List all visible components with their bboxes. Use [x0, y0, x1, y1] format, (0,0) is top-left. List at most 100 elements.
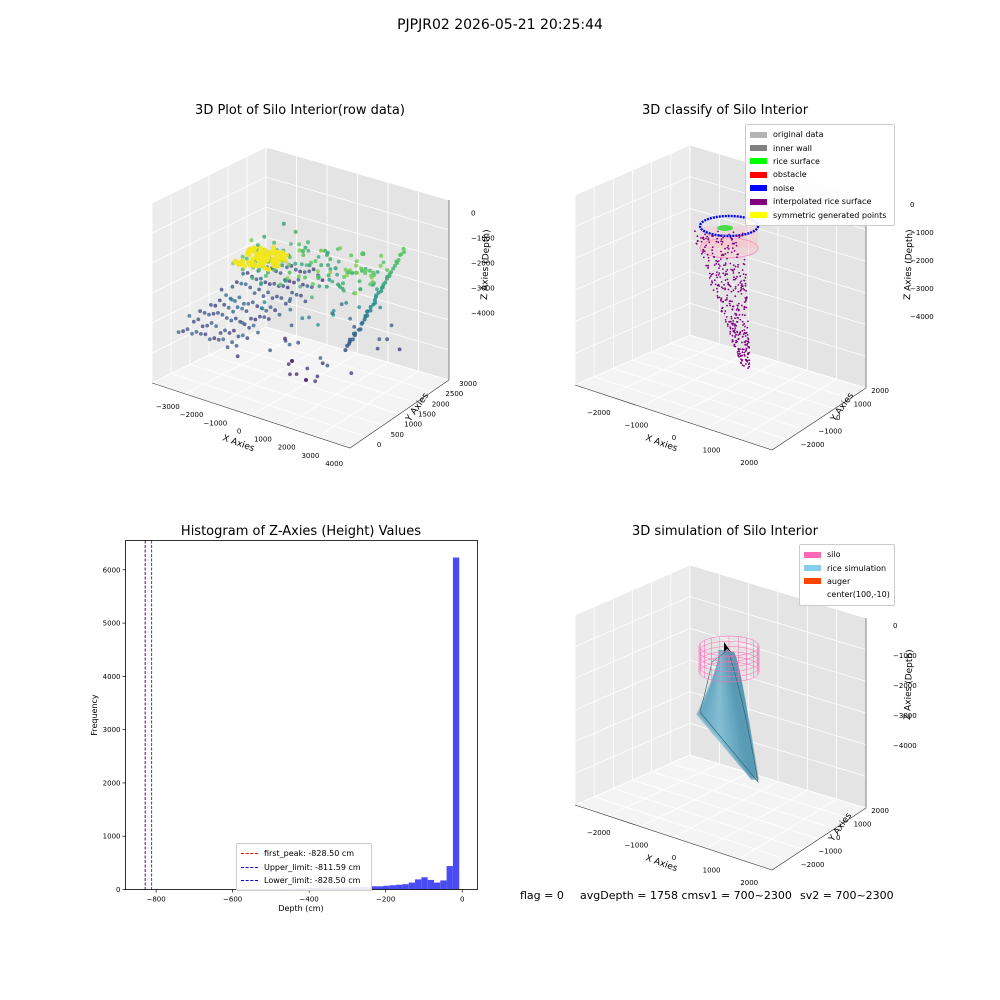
- interpolated-point: [737, 302, 740, 305]
- interpolated-point: [736, 307, 739, 310]
- interpolated-point: [744, 355, 746, 357]
- status-flag: flag = 0: [520, 889, 564, 902]
- interpolated-point: [732, 289, 735, 292]
- interpolated-point: [740, 304, 743, 307]
- data-point: [221, 337, 226, 342]
- histogram-y-axis-label: Frequency: [90, 694, 99, 736]
- data-point: [300, 316, 305, 321]
- legend-swatch: [750, 158, 767, 165]
- y-tick-label: 3000: [103, 726, 121, 734]
- data-point: [319, 263, 324, 268]
- data-point: [298, 284, 303, 289]
- data-point: [326, 263, 331, 268]
- interpolated-point: [737, 266, 739, 268]
- tick-label: 2000: [871, 807, 889, 815]
- interpolated-point: [708, 276, 711, 279]
- silo-wireframe: [698, 635, 760, 683]
- data-point: [369, 275, 374, 280]
- data-point: [294, 292, 299, 297]
- data-point: [223, 328, 227, 333]
- data-point: [293, 261, 298, 266]
- interpolated-point: [740, 358, 742, 360]
- interpolated-point: [705, 244, 707, 247]
- interpolated-point: [713, 279, 716, 282]
- tick-label: 0: [672, 854, 676, 862]
- data-point: [246, 251, 252, 258]
- data-point: [212, 336, 217, 341]
- raw-3d-axes-box: [151, 146, 450, 449]
- data-point: [358, 287, 363, 292]
- data-point: [299, 293, 303, 298]
- tick-label: 0: [910, 201, 914, 209]
- status-sv2: sv2 = 700~2300: [800, 889, 894, 902]
- data-point: [293, 267, 298, 272]
- interpolated-point: [720, 286, 723, 288]
- interpolated-point: [721, 306, 724, 309]
- data-point: [370, 280, 375, 285]
- histogram-bar: [452, 557, 460, 890]
- data-point: [257, 287, 261, 292]
- interpolated-point: [722, 287, 724, 290]
- histogram-bar: [421, 877, 428, 890]
- data-point: [315, 374, 320, 379]
- legend-swatch: [750, 212, 767, 219]
- interpolated-point: [718, 272, 721, 274]
- data-point: [235, 354, 240, 359]
- data-point: [354, 263, 359, 268]
- interpolated-point: [741, 341, 743, 344]
- data-point: [341, 288, 346, 293]
- interpolated-point: [727, 251, 729, 254]
- raw-point-cloud: [176, 221, 407, 384]
- interpolated-point: [745, 347, 748, 350]
- data-point: [307, 315, 311, 320]
- interpolated-point: [740, 280, 743, 282]
- data-point: [263, 280, 268, 285]
- data-point: [253, 317, 258, 322]
- data-point: [307, 269, 312, 274]
- data-point: [378, 305, 383, 310]
- interpolated-point: [722, 268, 724, 270]
- data-point: [273, 308, 277, 313]
- legend-swatch: [804, 578, 821, 585]
- data-point: [303, 275, 307, 280]
- interpolated-point: [747, 337, 749, 339]
- interpolated-point: [741, 232, 744, 235]
- histogram-bar: [415, 879, 422, 890]
- interpolated-point: [725, 298, 728, 301]
- data-point: [283, 301, 288, 306]
- tick-label: −2000: [893, 682, 917, 690]
- interpolated-point: [746, 342, 749, 345]
- data-point: [176, 330, 181, 334]
- data-point: [254, 277, 259, 282]
- interpolated-point: [743, 308, 746, 311]
- data-point: [252, 291, 257, 295]
- tick-label: 0: [893, 622, 897, 630]
- tick-label: 2000: [432, 400, 450, 408]
- data-point: [213, 303, 218, 308]
- tick-label: 2000: [740, 879, 758, 887]
- data-point: [379, 289, 384, 294]
- interpolated-point: [728, 300, 731, 303]
- data-point: [368, 268, 372, 273]
- histogram-bar: [433, 882, 441, 890]
- tick-label: 1000: [854, 400, 872, 408]
- silo-ring: [698, 646, 760, 667]
- data-point: [202, 311, 207, 315]
- interpolated-point: [694, 230, 696, 233]
- data-point: [350, 337, 355, 342]
- interpolated-point: [740, 284, 743, 287]
- interpolated-point: [714, 283, 717, 286]
- interpolated-point: [737, 304, 739, 307]
- interpolated-point: [722, 272, 725, 275]
- legend-line-swatch: [241, 853, 258, 855]
- rice-simulation-surface: [696, 649, 759, 784]
- interpolated-point: [727, 281, 729, 284]
- data-point: [243, 282, 248, 287]
- data-point: [216, 311, 220, 315]
- interpolated-point: [732, 272, 735, 274]
- grid-line: [689, 754, 867, 809]
- interpolated-point: [736, 331, 739, 334]
- interpolated-point: [730, 315, 733, 318]
- data-point: [317, 284, 322, 289]
- data-point: [252, 245, 258, 251]
